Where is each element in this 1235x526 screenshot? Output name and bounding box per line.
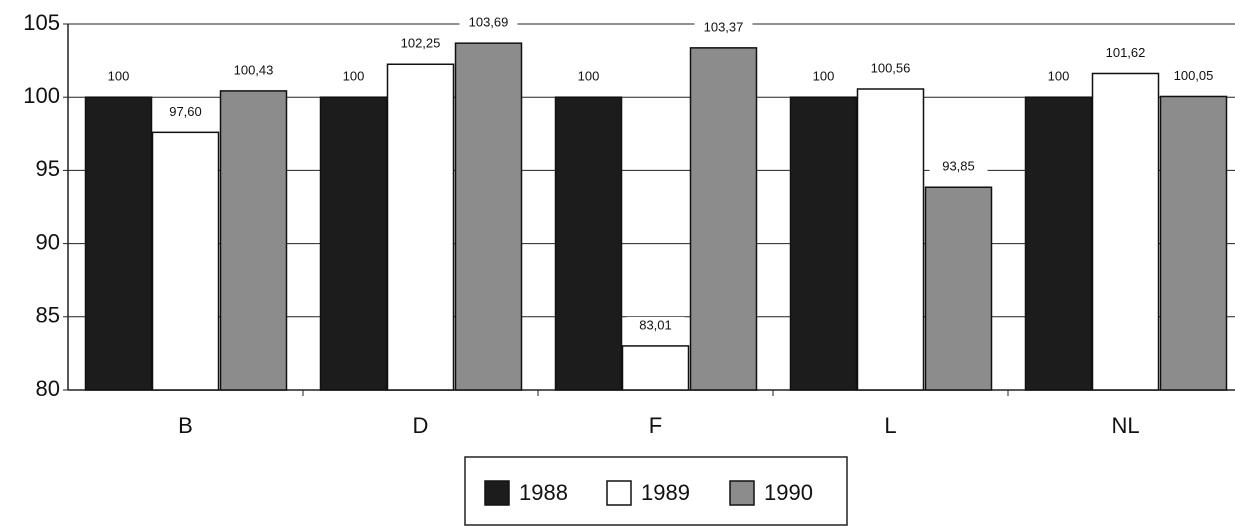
bar	[789, 96, 858, 391]
value-label: 100	[578, 69, 600, 84]
bar	[689, 47, 758, 391]
value-label-bg	[1164, 67, 1223, 86]
value-label-bg	[324, 68, 383, 87]
value-label: 100	[1048, 69, 1070, 84]
value-label-bg	[224, 61, 283, 80]
bar	[1024, 96, 1093, 391]
bar	[151, 131, 220, 391]
value-label: 97,60	[169, 104, 202, 119]
bar	[924, 186, 993, 391]
value-label: 93,85	[942, 159, 975, 174]
y-tick-label: 100	[23, 83, 60, 108]
value-label: 102,25	[401, 36, 441, 51]
x-tick-label: F	[649, 413, 662, 438]
value-label-bg	[1096, 44, 1155, 63]
value-label-bg	[1029, 68, 1088, 87]
value-label-bg	[156, 103, 215, 122]
y-tick-label: 90	[36, 229, 60, 254]
value-label: 103,69	[469, 15, 509, 30]
bar	[1091, 72, 1160, 391]
value-label-bg	[794, 68, 853, 87]
value-label: 101,62	[1106, 45, 1146, 60]
value-label-bg	[459, 14, 518, 33]
value-label-bg	[626, 316, 685, 335]
value-label: 100,05	[1174, 68, 1214, 83]
y-tick-label: 105	[23, 10, 60, 35]
value-label: 100	[343, 69, 365, 84]
x-tick-label: L	[884, 413, 896, 438]
value-label-bg	[861, 60, 920, 79]
bar	[454, 42, 523, 391]
value-label-bg	[391, 35, 450, 54]
legend-label: 1989	[641, 480, 690, 505]
bar	[621, 345, 690, 391]
bar	[386, 63, 455, 391]
value-label: 100	[108, 69, 130, 84]
legend-swatch	[606, 480, 632, 506]
value-label-bg	[929, 158, 988, 177]
bar	[219, 90, 288, 391]
x-tick-label: D	[413, 413, 429, 438]
value-label-bg	[89, 68, 148, 87]
bar	[1159, 95, 1228, 391]
x-tick-label: B	[178, 413, 193, 438]
x-tick-label: NL	[1111, 413, 1139, 438]
value-label: 100,56	[871, 60, 911, 75]
bar	[856, 88, 925, 391]
value-label: 83,01	[639, 317, 672, 332]
bar	[554, 96, 623, 391]
legend-box	[464, 456, 848, 526]
legend-label: 1988	[519, 480, 568, 505]
y-tick-label: 80	[36, 376, 60, 401]
legend-label: 1990	[764, 480, 813, 505]
value-label: 103,37	[704, 19, 744, 34]
y-tick-label: 95	[36, 156, 60, 181]
bar	[84, 96, 153, 391]
value-label-bg	[694, 18, 753, 37]
value-label: 100	[813, 69, 835, 84]
legend-swatch	[484, 480, 510, 506]
y-tick-label: 85	[36, 303, 60, 328]
value-label: 100,43	[234, 62, 274, 77]
value-label-bg	[559, 68, 618, 87]
legend-swatch	[729, 480, 755, 506]
bar	[319, 96, 388, 391]
